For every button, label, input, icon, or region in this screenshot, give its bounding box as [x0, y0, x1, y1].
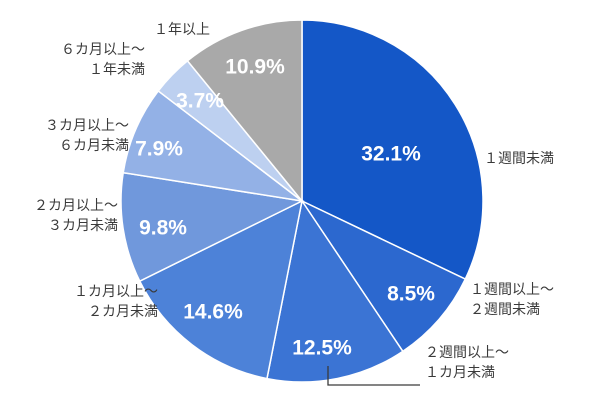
slice-category-label: ２カ月未満: [88, 304, 158, 320]
pie-slice: [186, 19, 303, 204]
pie-slice: [299, 199, 467, 353]
pie-slice: [266, 199, 404, 383]
slice-category-label: １年未満: [89, 62, 145, 78]
slice-category-label: ２カ月以上～: [34, 198, 118, 214]
slice-category-label: ６カ月以上～: [61, 42, 145, 58]
slice-category-label: １年以上: [154, 22, 210, 38]
slice-category-label: ２週間未満: [470, 302, 540, 318]
pie-slices: [120, 19, 484, 383]
slice-percentage-label: 3.7%: [176, 90, 224, 113]
slice-percentage-label: 32.1%: [361, 143, 421, 166]
slice-percentage-label: 12.5%: [292, 337, 352, 360]
slice-category-label: １カ月未満: [425, 365, 495, 381]
slice-percentage-label: 7.9%: [135, 138, 183, 161]
slice-category-label: １週間未満: [484, 151, 554, 167]
slice-percentage-label: 8.5%: [387, 283, 435, 306]
pie-slice: [301, 19, 484, 281]
percentage-labels: 32.1% 8.5% 12.5% 14.6% 9.8% 7.9% 3.7%10.9%: [135, 56, 435, 360]
slice-category-label: ３カ月未満: [48, 218, 118, 234]
pie-slice: [122, 89, 303, 202]
slice-category-label: ３カ月以上～: [45, 118, 129, 134]
leader-line: [327, 366, 420, 386]
pie-slice: [120, 171, 305, 283]
pie-slice: [138, 199, 304, 380]
slice-category-label: ２週間以上～: [425, 345, 509, 361]
slice-category-label: １週間以上～: [470, 282, 554, 298]
slice-category-label: ６カ月未満: [59, 138, 129, 154]
slice-percentage-label: 14.6%: [183, 301, 243, 324]
slice-percentage-label: 9.8%: [139, 217, 187, 240]
category-labels: １週間未満 １週間以上～ ２週間未満 ２週間以上～ １カ月未満 １カ月以上～ ２カ月未満 ２カ…: [34, 22, 554, 386]
slice-percentage-label: 10.9%: [225, 56, 285, 79]
slice-category-label: １カ月以上～: [74, 284, 158, 300]
